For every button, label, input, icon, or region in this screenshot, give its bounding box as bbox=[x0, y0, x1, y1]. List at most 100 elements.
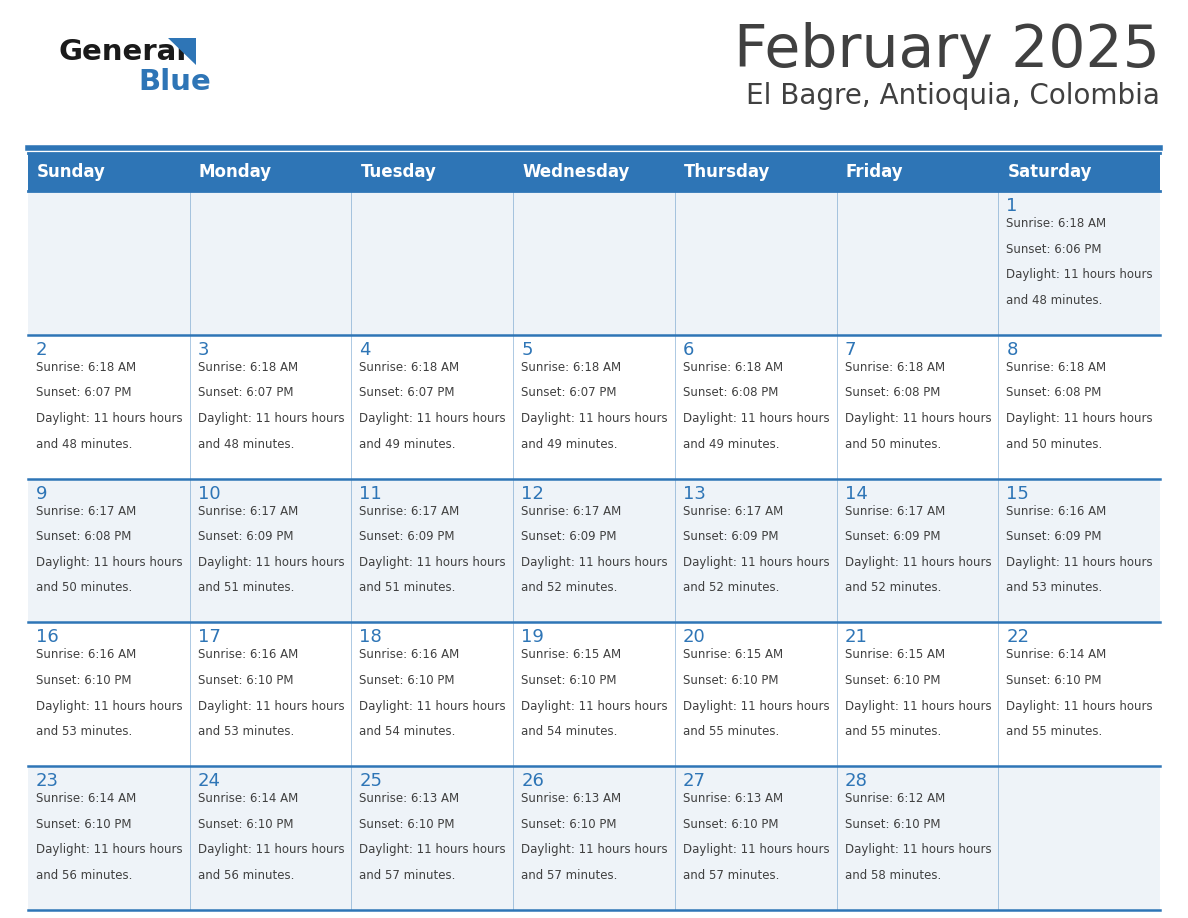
Text: and 50 minutes.: and 50 minutes. bbox=[845, 438, 941, 451]
Bar bbox=[675, 767, 836, 910]
Text: 7: 7 bbox=[845, 341, 857, 359]
Text: Sunrise: 6:17 AM: Sunrise: 6:17 AM bbox=[197, 505, 298, 518]
Text: and 52 minutes.: and 52 minutes. bbox=[683, 581, 779, 594]
Text: Sunset: 6:07 PM: Sunset: 6:07 PM bbox=[360, 386, 455, 399]
Bar bbox=[352, 478, 513, 622]
Text: Sunset: 6:06 PM: Sunset: 6:06 PM bbox=[1006, 242, 1101, 255]
Text: and 49 minutes.: and 49 minutes. bbox=[360, 438, 456, 451]
Bar bbox=[29, 191, 190, 335]
Text: Sunset: 6:09 PM: Sunset: 6:09 PM bbox=[360, 531, 455, 543]
Text: 12: 12 bbox=[522, 485, 544, 502]
Bar bbox=[190, 767, 352, 910]
Text: El Bagre, Antioquia, Colombia: El Bagre, Antioquia, Colombia bbox=[746, 82, 1159, 110]
Text: Sunrise: 6:17 AM: Sunrise: 6:17 AM bbox=[360, 505, 460, 518]
Text: Sunrise: 6:15 AM: Sunrise: 6:15 AM bbox=[522, 648, 621, 661]
Text: and 54 minutes.: and 54 minutes. bbox=[522, 725, 618, 738]
Text: 19: 19 bbox=[522, 629, 544, 646]
Bar bbox=[836, 622, 998, 767]
Bar bbox=[190, 622, 352, 767]
Bar bbox=[513, 191, 675, 335]
Bar bbox=[675, 191, 836, 335]
Text: 28: 28 bbox=[845, 772, 867, 790]
Text: Thursday: Thursday bbox=[684, 163, 770, 181]
Text: and 53 minutes.: and 53 minutes. bbox=[197, 725, 293, 738]
Text: Sunset: 6:10 PM: Sunset: 6:10 PM bbox=[360, 818, 455, 831]
Polygon shape bbox=[168, 38, 196, 65]
Text: and 57 minutes.: and 57 minutes. bbox=[522, 869, 618, 882]
Bar bbox=[998, 478, 1159, 622]
Text: Sunrise: 6:14 AM: Sunrise: 6:14 AM bbox=[197, 792, 298, 805]
Text: and 55 minutes.: and 55 minutes. bbox=[683, 725, 779, 738]
Text: Daylight: 11 hours hours: Daylight: 11 hours hours bbox=[522, 412, 668, 425]
Text: Sunrise: 6:15 AM: Sunrise: 6:15 AM bbox=[845, 648, 944, 661]
Bar bbox=[513, 767, 675, 910]
Text: Daylight: 11 hours hours: Daylight: 11 hours hours bbox=[1006, 700, 1152, 712]
Text: 14: 14 bbox=[845, 485, 867, 502]
Text: Daylight: 11 hours hours: Daylight: 11 hours hours bbox=[845, 844, 991, 856]
Text: Daylight: 11 hours hours: Daylight: 11 hours hours bbox=[36, 412, 183, 425]
Text: Sunrise: 6:16 AM: Sunrise: 6:16 AM bbox=[197, 648, 298, 661]
Text: Sunset: 6:10 PM: Sunset: 6:10 PM bbox=[522, 674, 617, 687]
Text: Sunrise: 6:12 AM: Sunrise: 6:12 AM bbox=[845, 792, 944, 805]
Text: Sunset: 6:09 PM: Sunset: 6:09 PM bbox=[845, 531, 940, 543]
Bar bbox=[998, 191, 1159, 335]
Text: Daylight: 11 hours hours: Daylight: 11 hours hours bbox=[683, 700, 829, 712]
Text: Daylight: 11 hours hours: Daylight: 11 hours hours bbox=[360, 555, 506, 569]
Text: and 53 minutes.: and 53 minutes. bbox=[36, 725, 132, 738]
Bar bbox=[352, 767, 513, 910]
Text: 26: 26 bbox=[522, 772, 544, 790]
Text: Sunrise: 6:13 AM: Sunrise: 6:13 AM bbox=[683, 792, 783, 805]
Text: 22: 22 bbox=[1006, 629, 1029, 646]
Text: and 57 minutes.: and 57 minutes. bbox=[683, 869, 779, 882]
Text: Daylight: 11 hours hours: Daylight: 11 hours hours bbox=[197, 412, 345, 425]
Text: 17: 17 bbox=[197, 629, 221, 646]
Bar bbox=[836, 478, 998, 622]
Text: Sunset: 6:10 PM: Sunset: 6:10 PM bbox=[360, 674, 455, 687]
Bar bbox=[836, 335, 998, 478]
Text: 25: 25 bbox=[360, 772, 383, 790]
Text: and 49 minutes.: and 49 minutes. bbox=[522, 438, 618, 451]
Text: Sunset: 6:10 PM: Sunset: 6:10 PM bbox=[197, 818, 293, 831]
Text: 3: 3 bbox=[197, 341, 209, 359]
Text: Sunset: 6:08 PM: Sunset: 6:08 PM bbox=[36, 531, 132, 543]
Text: Sunrise: 6:17 AM: Sunrise: 6:17 AM bbox=[522, 505, 621, 518]
Text: and 51 minutes.: and 51 minutes. bbox=[360, 581, 456, 594]
Text: Daylight: 11 hours hours: Daylight: 11 hours hours bbox=[683, 412, 829, 425]
Bar bbox=[190, 478, 352, 622]
Text: 1: 1 bbox=[1006, 197, 1018, 215]
Text: Sunrise: 6:17 AM: Sunrise: 6:17 AM bbox=[36, 505, 137, 518]
Bar bbox=[190, 191, 352, 335]
Text: Daylight: 11 hours hours: Daylight: 11 hours hours bbox=[683, 844, 829, 856]
Text: Sunset: 6:10 PM: Sunset: 6:10 PM bbox=[197, 674, 293, 687]
Text: and 52 minutes.: and 52 minutes. bbox=[522, 581, 618, 594]
Text: Sunrise: 6:13 AM: Sunrise: 6:13 AM bbox=[360, 792, 460, 805]
Text: Daylight: 11 hours hours: Daylight: 11 hours hours bbox=[36, 844, 183, 856]
Text: and 55 minutes.: and 55 minutes. bbox=[1006, 725, 1102, 738]
Text: 11: 11 bbox=[360, 485, 383, 502]
Bar bbox=[352, 335, 513, 478]
Text: Daylight: 11 hours hours: Daylight: 11 hours hours bbox=[522, 844, 668, 856]
Text: Daylight: 11 hours hours: Daylight: 11 hours hours bbox=[360, 412, 506, 425]
Bar bbox=[29, 153, 1159, 191]
Text: Sunset: 6:08 PM: Sunset: 6:08 PM bbox=[683, 386, 778, 399]
Text: Sunset: 6:07 PM: Sunset: 6:07 PM bbox=[36, 386, 132, 399]
Text: Sunset: 6:10 PM: Sunset: 6:10 PM bbox=[1006, 674, 1101, 687]
Text: Daylight: 11 hours hours: Daylight: 11 hours hours bbox=[1006, 555, 1152, 569]
Bar bbox=[675, 335, 836, 478]
Text: and 49 minutes.: and 49 minutes. bbox=[683, 438, 779, 451]
Text: Sunday: Sunday bbox=[37, 163, 106, 181]
Text: and 54 minutes.: and 54 minutes. bbox=[360, 725, 456, 738]
Bar bbox=[513, 622, 675, 767]
Text: Sunset: 6:10 PM: Sunset: 6:10 PM bbox=[36, 818, 132, 831]
Text: Daylight: 11 hours hours: Daylight: 11 hours hours bbox=[522, 700, 668, 712]
Text: 6: 6 bbox=[683, 341, 694, 359]
Text: Daylight: 11 hours hours: Daylight: 11 hours hours bbox=[845, 555, 991, 569]
Text: 13: 13 bbox=[683, 485, 706, 502]
Text: Sunrise: 6:18 AM: Sunrise: 6:18 AM bbox=[522, 361, 621, 374]
Text: 9: 9 bbox=[36, 485, 48, 502]
Text: and 50 minutes.: and 50 minutes. bbox=[1006, 438, 1102, 451]
Text: Sunrise: 6:18 AM: Sunrise: 6:18 AM bbox=[683, 361, 783, 374]
Text: and 50 minutes.: and 50 minutes. bbox=[36, 581, 132, 594]
Text: and 56 minutes.: and 56 minutes. bbox=[197, 869, 295, 882]
Text: February 2025: February 2025 bbox=[734, 22, 1159, 79]
